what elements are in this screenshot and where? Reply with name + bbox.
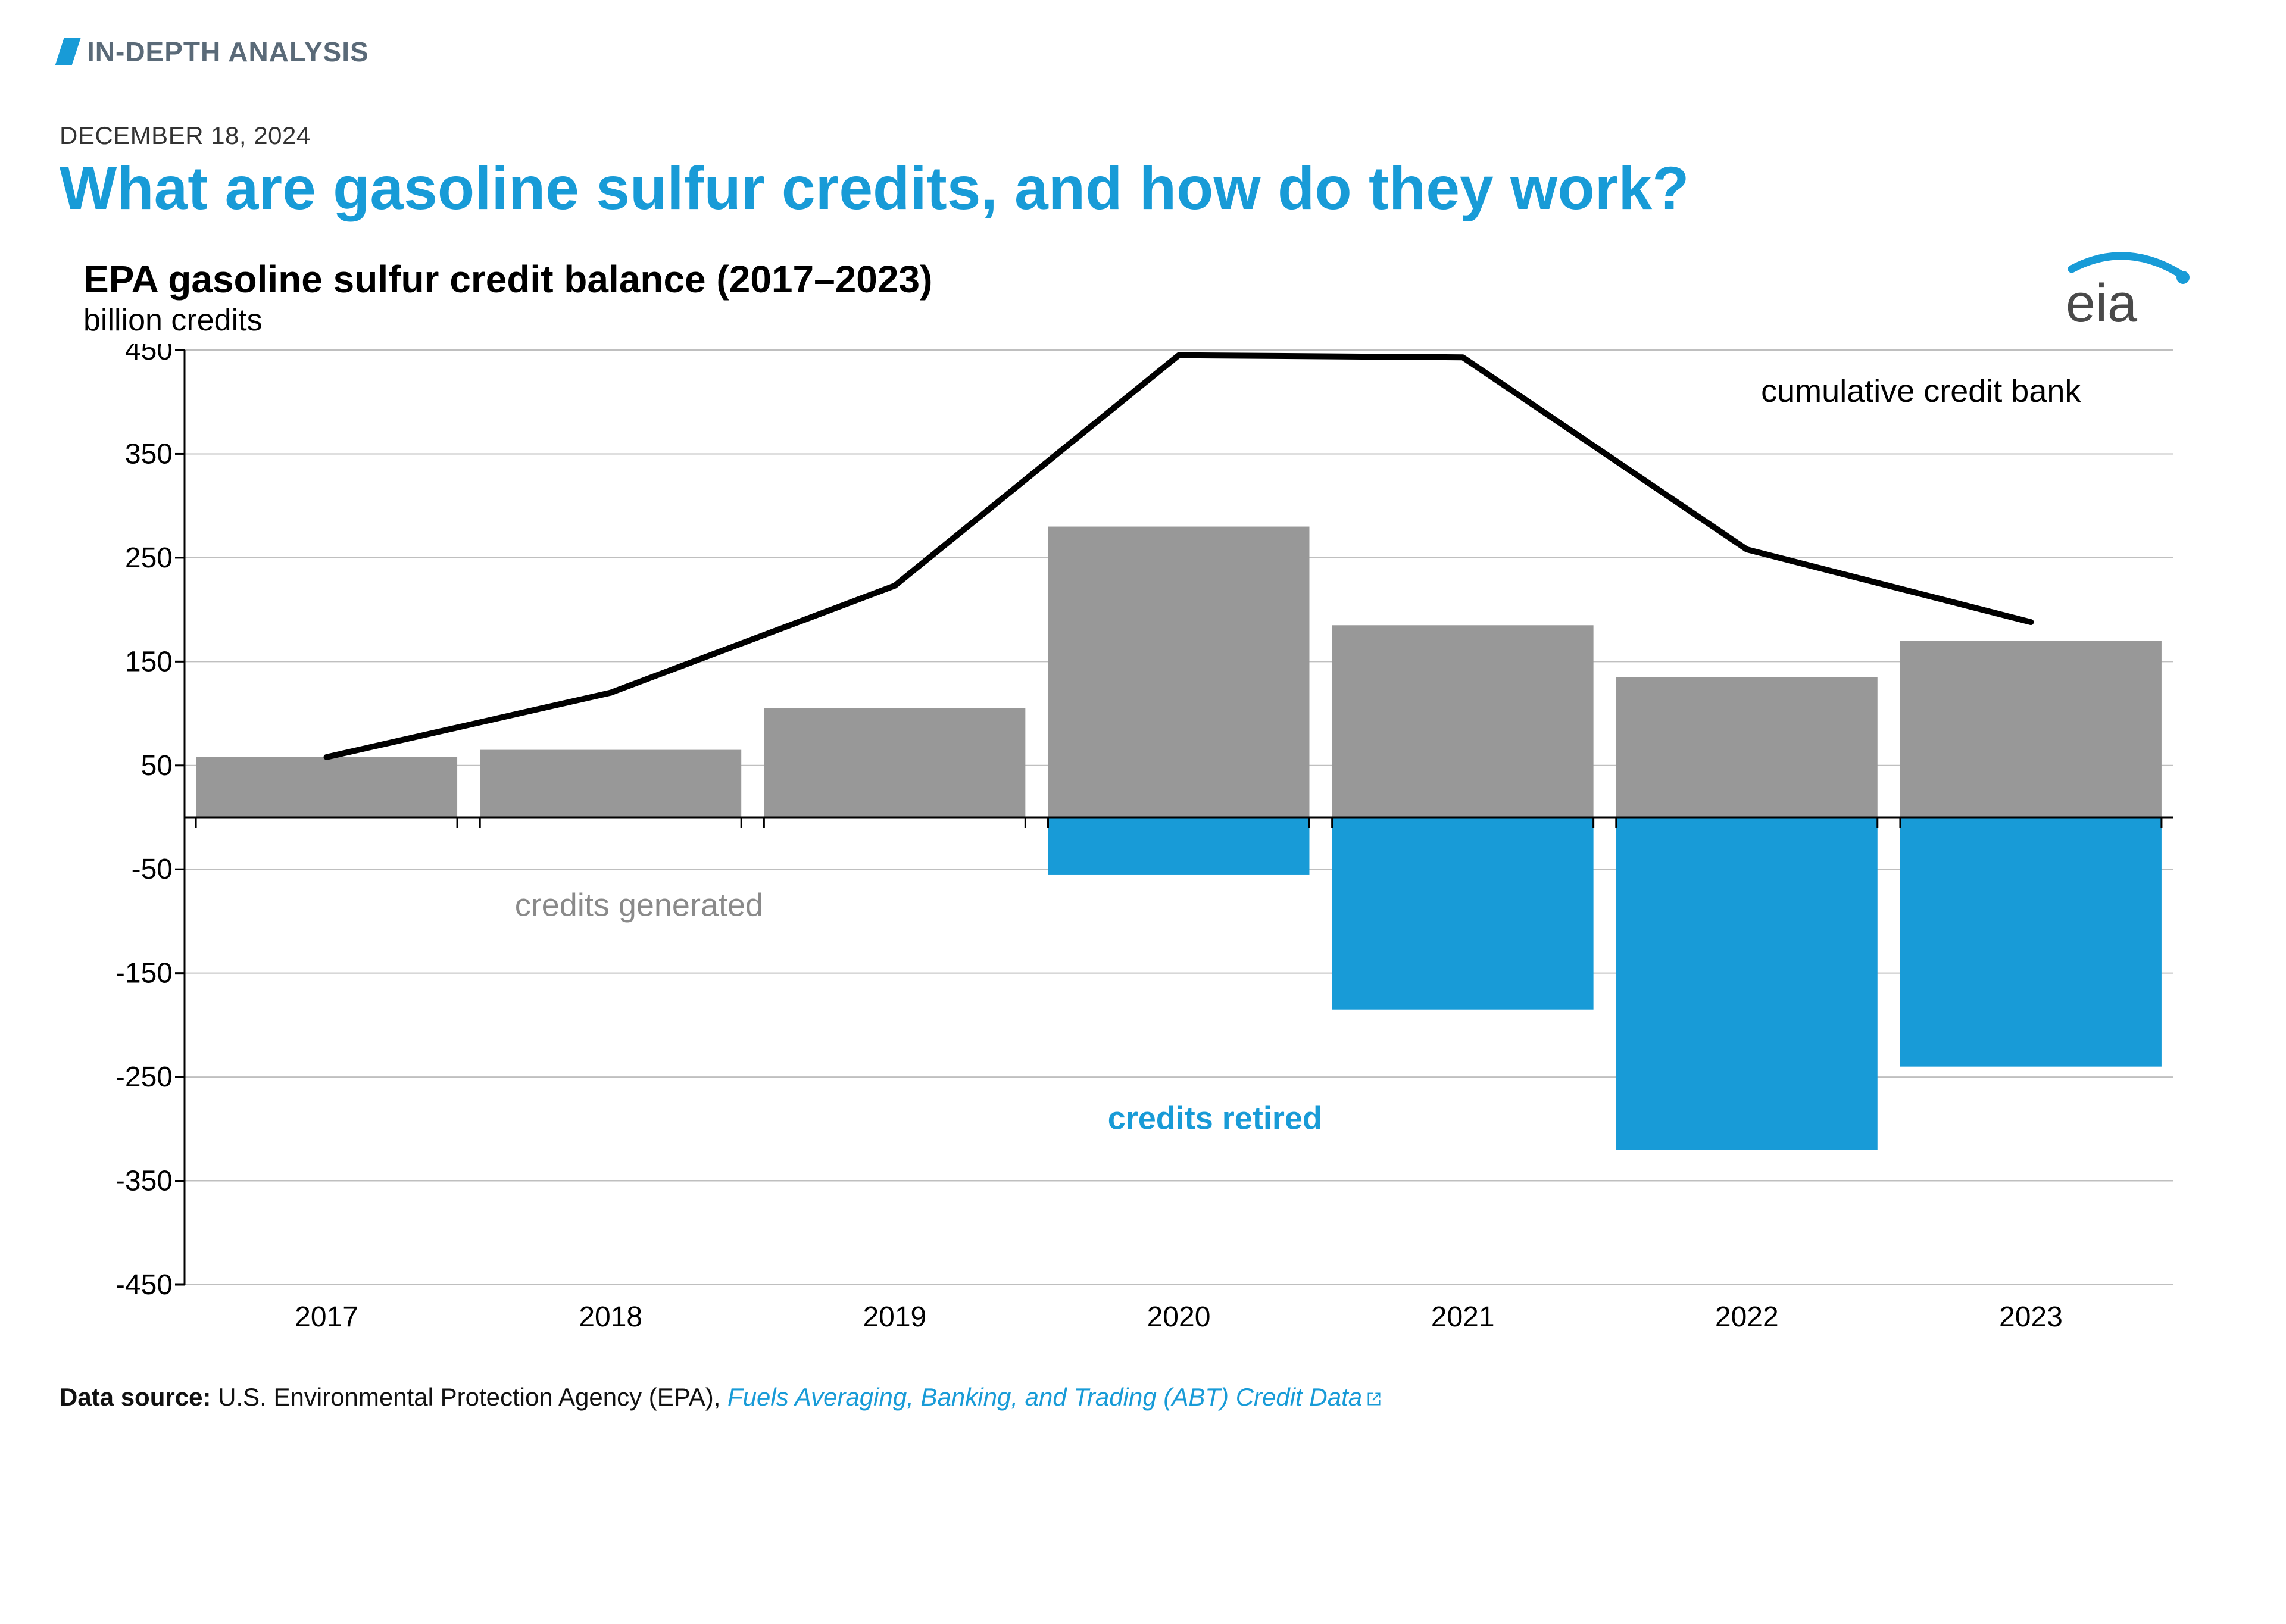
y-tick-label: -150 <box>115 958 173 989</box>
chart-svg: 450 350 250 150 50 -50 -150 -250 -350 -450 2017 201… <box>83 344 2197 1350</box>
annotation-retired: credits retired <box>1108 1101 1322 1136</box>
chart-subtitle: billion credits <box>83 302 2226 338</box>
bar-generated <box>1616 677 1878 818</box>
y-tick-label: 50 <box>141 750 173 782</box>
bar-generated <box>480 750 741 817</box>
y-tick-label: 350 <box>125 439 173 470</box>
x-tick-label: 2019 <box>863 1301 926 1333</box>
annotation-bank: cumulative credit bank <box>1761 373 2081 409</box>
data-source-text: U.S. Environmental Protection Agency (EP… <box>211 1383 727 1411</box>
data-source-footer: Data source: U.S. Environmental Protecti… <box>60 1383 2226 1413</box>
eia-logo: eia <box>2054 251 2191 335</box>
article-date: DECEMBER 18, 2024 <box>60 121 2226 150</box>
y-tick-label: 450 <box>125 344 173 366</box>
bar-generated <box>1332 625 1594 817</box>
bar-retired <box>1048 817 1310 875</box>
annotation-generated: credits generated <box>515 888 763 923</box>
article-headline: What are gasoline sulfur credits, and ho… <box>60 155 2226 221</box>
bar-retired <box>1900 817 2162 1067</box>
bar-generated <box>1048 527 1310 817</box>
bar-generated <box>764 708 1025 817</box>
y-tick-label: 250 <box>125 542 173 574</box>
x-tick-label: 2018 <box>579 1301 642 1333</box>
data-source-link[interactable]: Fuels Averaging, Banking, and Trading (A… <box>727 1383 1382 1411</box>
external-link-icon <box>1366 1385 1382 1413</box>
y-tick-label: -50 <box>132 854 173 885</box>
x-tick-label: 2021 <box>1431 1301 1495 1333</box>
y-tick-label: 150 <box>125 647 173 678</box>
chart-container: eia EPA gasoline sulfur credit balance (… <box>83 257 2226 1353</box>
kicker-accent-bar <box>55 38 81 65</box>
bar-generated <box>196 757 457 817</box>
eia-logo-text: eia <box>2066 274 2138 333</box>
data-source-label: Data source: <box>60 1383 211 1411</box>
bar-generated <box>1900 641 2162 818</box>
x-tick-label: 2022 <box>1715 1301 1779 1333</box>
bar-retired <box>1332 817 1594 1010</box>
x-tick-label: 2017 <box>295 1301 358 1333</box>
chart-title: EPA gasoline sulfur credit balance (2017… <box>83 257 2226 301</box>
y-tick-label: -450 <box>115 1269 173 1301</box>
x-tick-label: 2020 <box>1147 1301 1211 1333</box>
kicker-text: IN-DEPTH ANALYSIS <box>87 36 369 68</box>
kicker: IN-DEPTH ANALYSIS <box>60 36 2226 68</box>
bar-retired <box>1616 817 1878 1150</box>
x-tick-label: 2023 <box>1999 1301 2063 1333</box>
y-tick-label: -350 <box>115 1166 173 1197</box>
y-tick-label: -250 <box>115 1061 173 1093</box>
